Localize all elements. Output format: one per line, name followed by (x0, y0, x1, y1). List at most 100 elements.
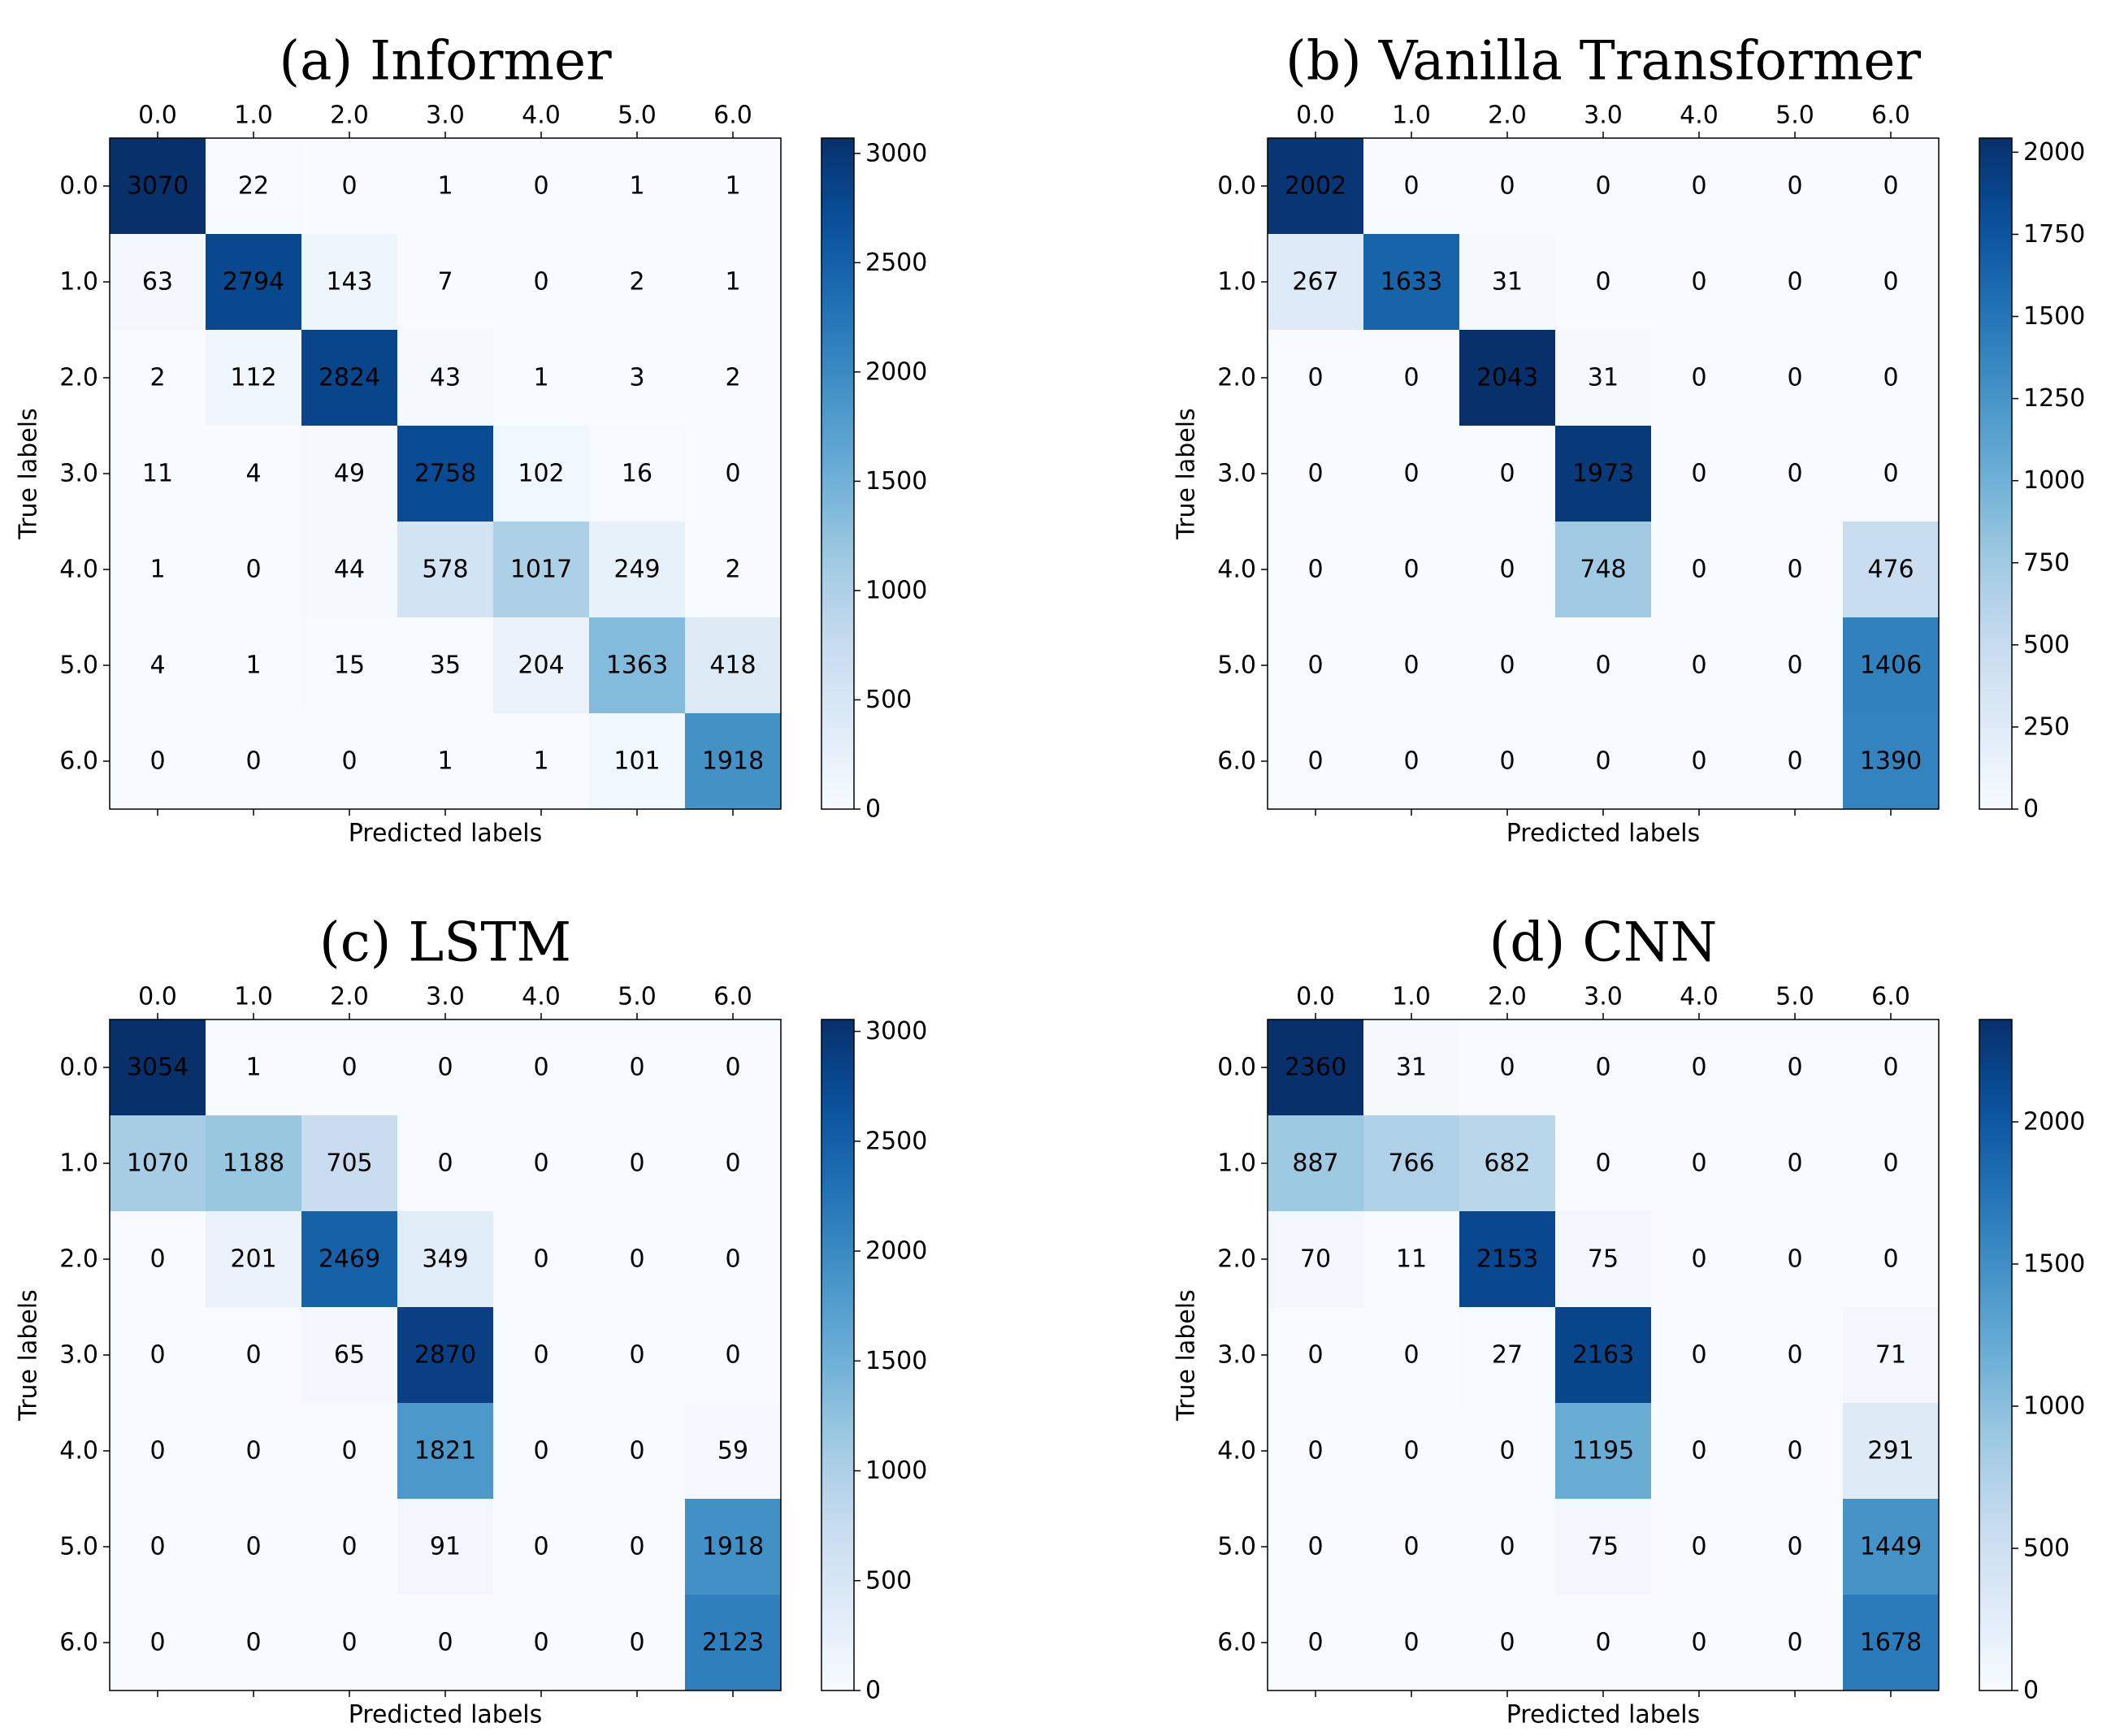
cell-value-label: 0 (1787, 172, 1802, 201)
cell-value-label: 705 (326, 1149, 372, 1178)
colorbar (821, 137, 855, 810)
cell-value-label: 291 (1867, 1437, 1914, 1465)
cell-value-label: 887 (1292, 1149, 1338, 1178)
panel-title: (c) LSTM (319, 911, 571, 974)
y-tick-label: 5.0 (59, 1533, 98, 1561)
cell-value-label: 0 (1307, 652, 1323, 680)
heatmap-cell (493, 1020, 590, 1116)
x-axis-label: Predicted labels (1506, 820, 1701, 848)
cell-value-label: 0 (629, 1054, 644, 1082)
cell-value-label: 0 (1403, 172, 1419, 201)
cell-value-label: 0 (629, 1341, 644, 1370)
cell-value-label: 0 (245, 556, 261, 584)
cell-value-label: 0 (1691, 268, 1706, 297)
heatmap-cell (589, 1307, 686, 1404)
heatmap-cell (685, 1499, 782, 1595)
cell-value-label: 1 (725, 268, 740, 297)
cell-value-label: 2 (629, 268, 644, 297)
heatmap-cell (1363, 617, 1460, 714)
y-tick-label: 1.0 (59, 1149, 98, 1178)
cell-value-label: 43 (430, 364, 461, 392)
heatmap-cell (1363, 522, 1460, 618)
cell-value-label: 0 (1403, 1437, 1419, 1465)
heatmap-cell (397, 1211, 494, 1308)
cell-value-label: 0 (245, 1437, 261, 1465)
heatmap-cell (1268, 1499, 1364, 1595)
colorbar-tick-label: 3000 (865, 139, 927, 167)
cell-value-label: 0 (1403, 1629, 1419, 1657)
cell-value-label: 0 (1787, 1341, 1802, 1370)
heatmap-cell (1459, 617, 1556, 714)
y-tick-label: 5.0 (59, 652, 98, 680)
colorbar-tick-label: 500 (865, 1566, 912, 1595)
heatmap-cell (1651, 1307, 1748, 1404)
heatmap-cell (589, 1020, 686, 1116)
heatmap-cell (301, 1307, 398, 1404)
heatmap-cell (206, 426, 302, 522)
heatmap-cell (1459, 1020, 1556, 1116)
y-axis-label: True labels (15, 1289, 43, 1421)
cell-value-label: 1821 (414, 1437, 476, 1465)
cell-value-label: 102 (518, 460, 564, 488)
heatmap-cell (110, 1307, 206, 1404)
cell-value-label: 1017 (510, 556, 572, 584)
cell-value-label: 267 (1292, 268, 1338, 297)
heatmap-cell (685, 1595, 782, 1691)
cell-value-label: 75 (1588, 1245, 1619, 1274)
heatmap-cell (1555, 138, 1652, 235)
cell-value-label: 0 (1691, 1149, 1706, 1178)
cell-value-label: 0 (533, 1245, 548, 1274)
cell-value-label: 0 (245, 747, 261, 776)
cell-value-label: 15 (334, 652, 365, 680)
cell-value-label: 0 (1499, 1533, 1515, 1561)
heatmap-cell (1268, 138, 1364, 235)
heatmap-cell (1459, 1499, 1556, 1595)
cell-value-label: 0 (245, 1341, 261, 1370)
heatmap-cell (1651, 138, 1748, 235)
cell-value-label: 0 (725, 1341, 740, 1370)
cell-value-label: 0 (1691, 1054, 1706, 1082)
heatmap-cell (1843, 713, 1940, 810)
panel-title: (d) CNN (1489, 911, 1718, 974)
cell-value-label: 0 (437, 1629, 453, 1657)
heatmap-cell (1651, 1115, 1748, 1212)
panel-title: (b) Vanilla Transformer (1285, 30, 1921, 93)
heatmap-cell (1651, 1499, 1748, 1595)
cell-value-label: 0 (1787, 1054, 1802, 1082)
cell-value-label: 0 (629, 1629, 644, 1657)
heatmap-cell (301, 1403, 398, 1500)
cell-value-label: 0 (1595, 268, 1610, 297)
cell-value-label: 0 (1787, 460, 1802, 488)
cell-value-label: 2794 (223, 268, 284, 297)
cell-value-label: 1 (533, 364, 548, 392)
x-tick-label: 1.0 (1392, 102, 1431, 130)
x-tick-label: 0.0 (138, 983, 177, 1011)
cell-value-label: 0 (341, 747, 357, 776)
heatmap-cell (1555, 713, 1652, 810)
heatmap-cell (110, 1499, 206, 1595)
colorbar-tick-label: 1500 (2023, 1250, 2085, 1279)
y-tick-label: 6.0 (1217, 747, 1256, 776)
heatmap-cell (1363, 1403, 1460, 1500)
colorbar-tick-label: 2000 (865, 357, 927, 386)
heatmap-cell (1843, 1020, 1940, 1116)
x-tick-label: 3.0 (426, 102, 465, 130)
cell-value-label: 0 (533, 1341, 548, 1370)
cell-value-label: 0 (629, 1245, 644, 1274)
x-tick-label: 5.0 (618, 983, 657, 1011)
heatmap-cell (589, 234, 686, 331)
cell-value-label: 0 (1883, 1149, 1898, 1178)
cell-value-label: 0 (341, 172, 357, 201)
cell-value-label: 0 (1787, 364, 1802, 392)
heatmap-cell (1363, 1211, 1460, 1308)
colorbar (1979, 137, 2013, 810)
heatmap-cell (1268, 1115, 1364, 1212)
heatmap-cell (1268, 330, 1364, 426)
heatmap-cell (1363, 1307, 1460, 1404)
cell-value-label: 0 (1595, 1149, 1610, 1178)
cell-value-label: 0 (245, 1533, 261, 1561)
heatmap-cell (110, 426, 206, 522)
colorbar-tick-label: 1500 (865, 1347, 927, 1375)
heatmap-cell (1555, 1403, 1652, 1500)
colorbar-tick-label: 0 (2023, 1677, 2039, 1705)
